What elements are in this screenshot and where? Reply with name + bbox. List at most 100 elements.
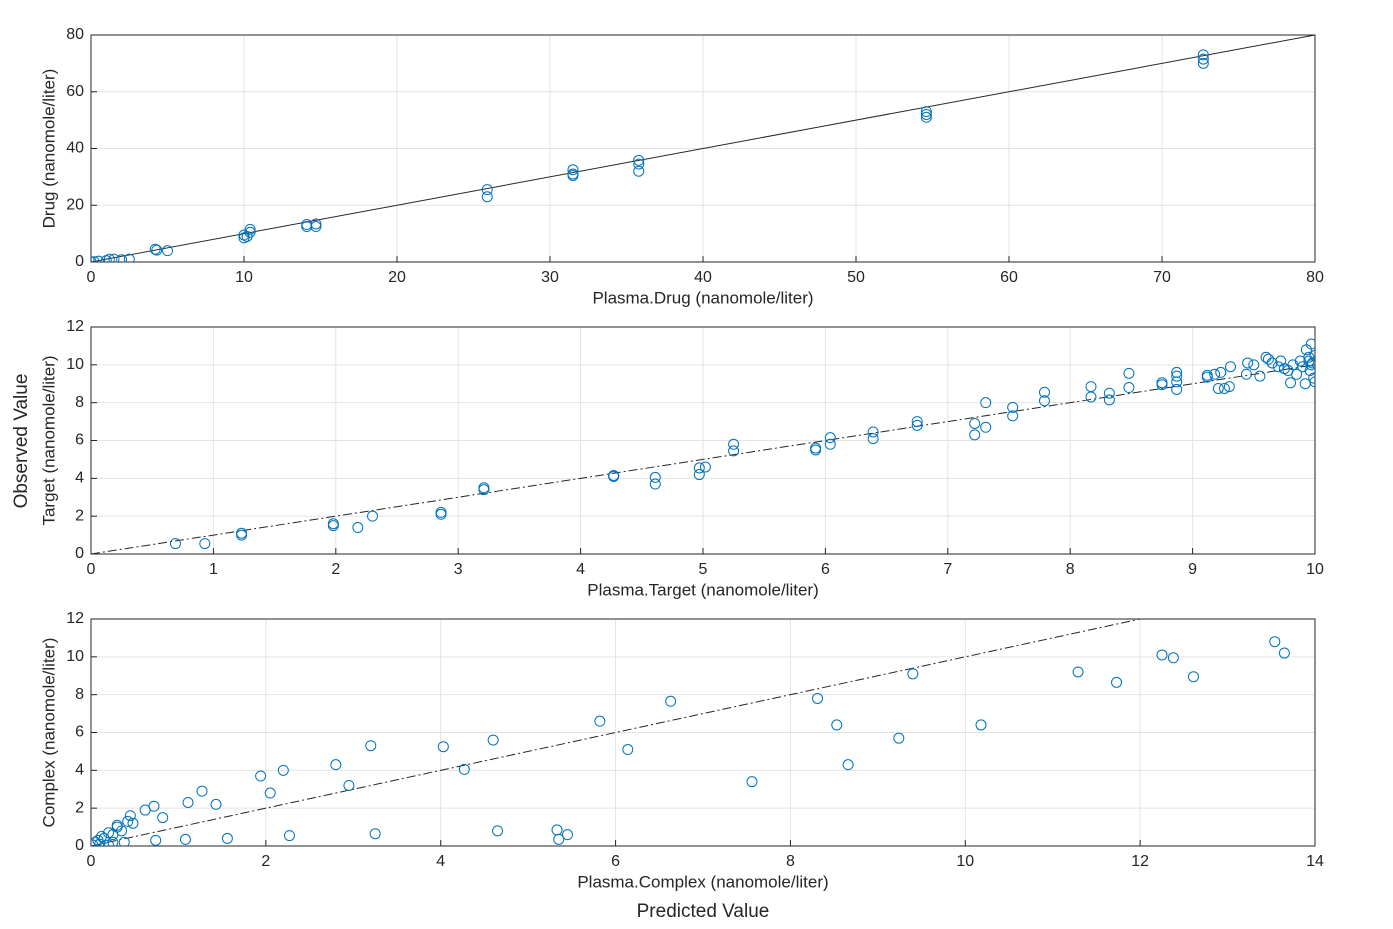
x-tick-label: 10 <box>956 853 974 870</box>
data-point <box>1197 53 1209 65</box>
data-point <box>1278 647 1290 659</box>
y-tick-label: 10 <box>66 356 84 373</box>
y-tick-label: 12 <box>66 318 84 335</box>
data-point <box>975 719 987 731</box>
data-point <box>911 419 923 431</box>
data-point <box>244 226 256 238</box>
data-point <box>1272 361 1284 373</box>
data-point <box>693 462 705 474</box>
data-point <box>1103 394 1115 406</box>
x-tick-label: 70 <box>1153 269 1171 286</box>
data-point <box>1225 361 1237 373</box>
data-point <box>124 810 136 822</box>
data-point <box>633 158 645 170</box>
data-point <box>665 695 677 707</box>
data-point <box>1248 359 1260 371</box>
data-point <box>1309 349 1315 361</box>
data-point <box>458 763 470 775</box>
data-point <box>1156 377 1168 389</box>
data-point <box>1262 353 1274 365</box>
y-tick-label: 0 <box>75 545 84 562</box>
data-point <box>118 836 130 846</box>
data-point <box>1303 355 1315 367</box>
data-point <box>561 829 573 841</box>
subplot: 0 2 4 6 8 10 12 14 0 2 4 6 8 10 12 Plasma.Complex (nano… <box>39 610 1324 891</box>
data-point <box>365 740 377 752</box>
x-tick-label: 6 <box>611 853 620 870</box>
data-point <box>255 770 267 782</box>
data-point <box>1197 57 1209 69</box>
data-point <box>980 397 992 409</box>
data-point <box>1156 649 1168 661</box>
data-point <box>1187 671 1199 683</box>
data-point <box>162 245 173 257</box>
data-point <box>367 510 379 522</box>
data-point <box>812 692 824 704</box>
data-point <box>920 108 932 120</box>
data-point <box>1309 376 1315 388</box>
data-point <box>1171 370 1183 382</box>
reference-line <box>91 619 1143 846</box>
data-point <box>1240 368 1252 380</box>
x-tick-label: 4 <box>576 561 585 578</box>
data-point <box>920 106 932 118</box>
y-tick-label: 10 <box>66 648 84 665</box>
x-tick-label: 12 <box>1131 853 1149 870</box>
data-point <box>199 538 211 550</box>
y-axis-label: Target (nanomole/liter) <box>39 355 58 525</box>
data-point <box>649 471 661 483</box>
data-point <box>107 836 119 846</box>
reference-line <box>91 35 1315 262</box>
data-point <box>1201 369 1213 381</box>
x-tick-label: 80 <box>1306 269 1324 286</box>
data-point <box>108 253 120 262</box>
data-point <box>1007 410 1019 422</box>
data-point <box>283 830 295 842</box>
data-point <box>810 442 822 454</box>
data-point <box>127 817 139 829</box>
data-point <box>969 429 981 441</box>
data-point <box>210 798 222 810</box>
data-point <box>277 764 289 776</box>
data-point <box>867 426 879 438</box>
x-tick-label: 40 <box>694 269 712 286</box>
data-point <box>1291 368 1303 380</box>
data-point <box>824 438 836 450</box>
y-tick-label: 0 <box>75 837 84 854</box>
data-point <box>343 779 355 791</box>
data-point <box>1171 366 1183 378</box>
x-tick-label: 20 <box>388 269 406 286</box>
subplot: 0 10 20 30 40 50 60 70 80 0 20 40 60 80 Plasma.Drug (n… <box>39 26 1324 307</box>
y-tick-label: 4 <box>75 470 84 487</box>
data-point <box>1266 357 1278 369</box>
y-tick-label: 8 <box>75 686 84 703</box>
data-point <box>1260 351 1272 363</box>
data-point <box>492 825 504 837</box>
x-tick-label: 0 <box>87 853 96 870</box>
y-tick-label: 60 <box>66 83 84 100</box>
x-tick-label: 0 <box>87 561 96 578</box>
y-axis-label: Complex (nanomole/liter) <box>39 638 58 828</box>
data-point <box>369 828 381 840</box>
x-tick-label: 5 <box>699 561 708 578</box>
data-point <box>693 469 705 481</box>
data-point <box>122 815 134 827</box>
data-point <box>1223 381 1235 393</box>
y-tick-label: 20 <box>66 196 84 213</box>
data-point <box>1212 382 1224 394</box>
data-point <box>481 191 493 203</box>
x-tick-label: 8 <box>1066 561 1075 578</box>
data-point <box>1254 370 1266 382</box>
data-point <box>1038 386 1050 398</box>
y-tick-label: 40 <box>66 140 84 157</box>
data-point <box>123 253 135 262</box>
data-point <box>1275 355 1287 367</box>
y-tick-label: 2 <box>75 507 84 524</box>
data-point <box>824 432 836 444</box>
data-point <box>1242 357 1254 369</box>
data-point <box>969 417 981 429</box>
data-point <box>1215 366 1227 378</box>
data-point <box>310 218 322 230</box>
data-point <box>437 741 449 753</box>
x-tick-label: 9 <box>1188 561 1197 578</box>
